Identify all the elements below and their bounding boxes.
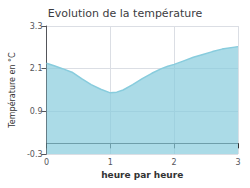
svg-text:0: 0 <box>44 158 49 167</box>
svg-text:heure par heure: heure par heure <box>101 170 183 180</box>
svg-text:2: 2 <box>172 158 177 167</box>
svg-text:Température en °C: Température en °C <box>7 52 17 129</box>
svg-text:3: 3 <box>235 158 240 167</box>
svg-text:-0.3: -0.3 <box>27 150 43 159</box>
svg-text:Evolution de la température: Evolution de la température <box>48 7 203 20</box>
svg-text:2.1: 2.1 <box>30 64 43 73</box>
svg-text:3.3: 3.3 <box>30 22 43 31</box>
svg-text:0.9: 0.9 <box>30 107 43 116</box>
svg-text:1: 1 <box>108 158 113 167</box>
